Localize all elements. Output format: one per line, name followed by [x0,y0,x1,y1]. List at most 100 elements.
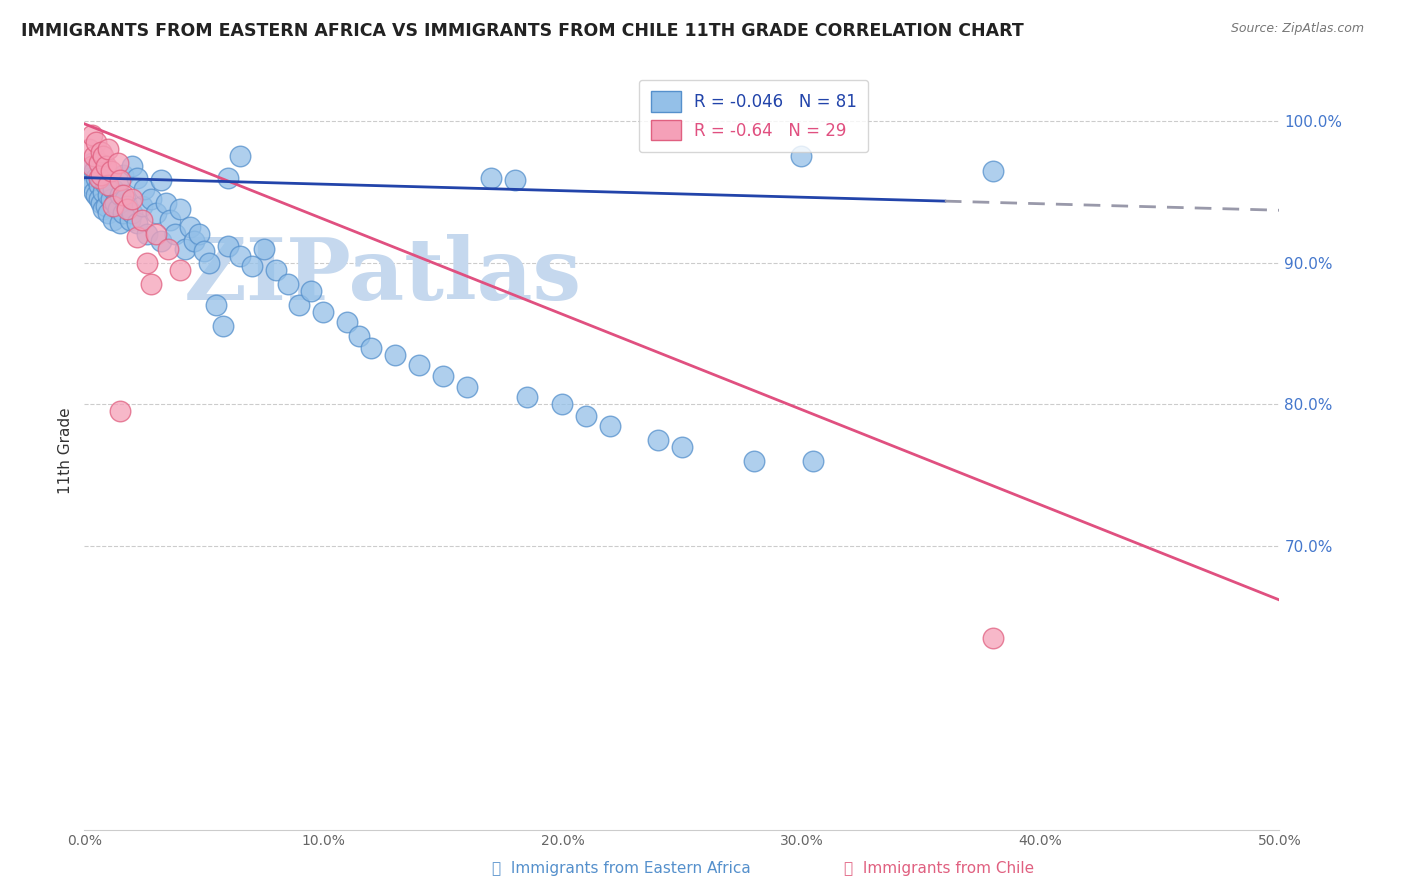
Point [118,213,141,227]
Point [742,454,765,468]
Point [90,168,112,182]
Point [107,156,129,170]
Point [90,173,112,187]
Point [86,187,108,202]
Point [205,298,228,312]
Point [104,196,127,211]
Point [86,170,108,185]
Legend: R = -0.046   N = 81, R = -0.64   N = 29: R = -0.046 N = 81, R = -0.64 N = 29 [638,79,869,152]
Point [981,632,1004,646]
Point [94,199,117,213]
Point [90,145,112,160]
Text: ZIPatlas: ZIPatlas [184,234,582,318]
Point [110,173,132,187]
Point [110,404,132,418]
Point [155,196,177,211]
Point [165,227,187,242]
Point [169,262,191,277]
Point [86,135,108,149]
Text: Source: ZipAtlas.com: Source: ZipAtlas.com [1230,22,1364,36]
Point [87,178,110,192]
Point [229,149,252,163]
Point [121,192,143,206]
Point [117,202,139,216]
Point [217,170,239,185]
Text: ⬜  Immigrants from Chile: ⬜ Immigrants from Chile [844,861,1033,876]
Point [107,202,129,216]
Point [141,192,163,206]
Point [336,315,359,329]
Point [131,213,153,227]
Point [217,238,239,252]
Point [97,206,120,220]
Point [575,409,598,423]
Point [101,199,124,213]
Point [408,358,430,372]
Point [551,397,574,411]
Text: IMMIGRANTS FROM EASTERN AFRICA VS IMMIGRANTS FROM CHILE 11TH GRADE CORRELATION C: IMMIGRANTS FROM EASTERN AFRICA VS IMMIGR… [21,22,1024,40]
Point [212,319,235,334]
Point [149,173,172,187]
Point [101,182,124,196]
Point [87,156,110,170]
Point [100,192,122,206]
Point [131,199,153,213]
Point [77,170,100,185]
Point [288,298,311,312]
Point [90,196,112,211]
Point [110,187,132,202]
Point [253,242,276,256]
Point [179,220,201,235]
Point [169,202,191,216]
Point [132,182,156,196]
Point [93,202,115,216]
Point [100,163,122,178]
Point [83,185,105,199]
Point [479,170,502,185]
Point [432,369,454,384]
Point [193,244,215,259]
Text: ⬜  Immigrants from Eastern Africa: ⬜ Immigrants from Eastern Africa [492,861,751,876]
Point [121,206,143,220]
Point [671,440,693,454]
Point [80,128,103,142]
Point [240,259,263,273]
Point [157,242,180,256]
Point [173,242,195,256]
Point [456,380,478,394]
Point [87,170,110,185]
Point [93,185,115,199]
Point [121,159,143,173]
Point [111,168,134,182]
Point [117,199,139,213]
Point [301,284,323,298]
Point [94,178,117,192]
Point [135,227,157,242]
Point [197,255,219,269]
Point [97,187,120,202]
Point [149,235,172,249]
Point [80,178,103,192]
Point [80,156,103,170]
Point [360,341,382,355]
Point [97,142,120,156]
Point [790,149,813,163]
Point [114,192,136,206]
Point [229,249,252,263]
Point [159,213,181,227]
Point [145,227,167,242]
Point [94,159,117,173]
Point [503,173,526,187]
Point [803,454,825,468]
Point [188,227,211,242]
Point [183,235,205,249]
Point [125,216,148,230]
Point [97,178,120,192]
Point [83,163,105,178]
Point [111,187,134,202]
Point [384,348,406,362]
Point [125,230,148,244]
Point [145,206,167,220]
Point [111,206,134,220]
Point [125,170,148,185]
